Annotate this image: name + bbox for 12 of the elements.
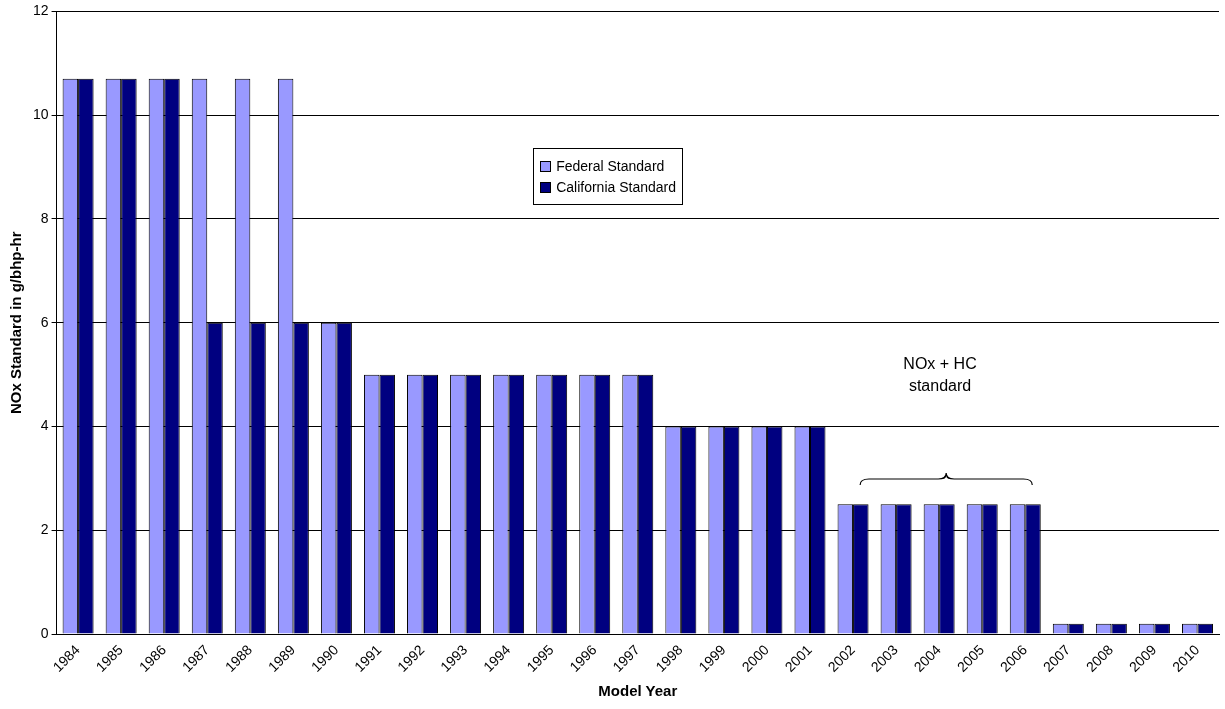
y-tick-label: 8 — [40, 209, 49, 226]
annotation: NOx + HC standard — [903, 354, 977, 394]
x-axis-title: Model Year — [598, 682, 678, 700]
y-tick-label: 12 — [32, 2, 49, 19]
y-tick-label: 0 — [40, 624, 49, 641]
y-tick-label: 4 — [40, 417, 49, 434]
y-tick-label: 2 — [40, 521, 49, 538]
y-tick-label: 6 — [40, 313, 49, 330]
legend-label: California Standard — [556, 179, 677, 196]
y-axis-title: NOx Standard in g/bhp-hr — [7, 231, 25, 414]
y-tick-label: 10 — [32, 106, 49, 123]
legend-label: Federal Standard — [556, 158, 665, 175]
